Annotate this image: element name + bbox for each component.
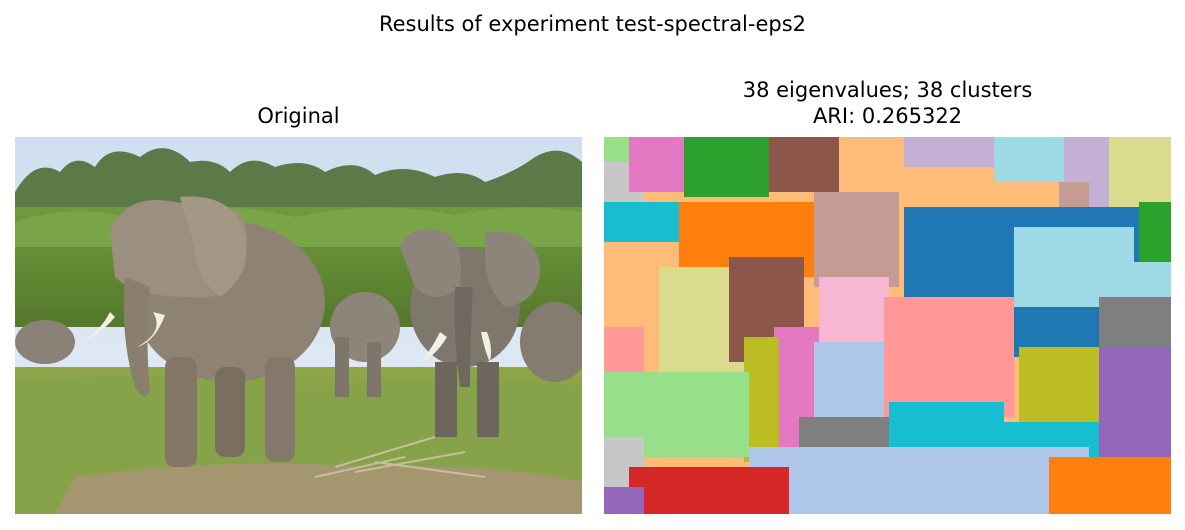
cluster-segmentation-map [604, 137, 1171, 514]
figure-suptitle: Results of experiment test-spectral-eps2 [378, 12, 807, 36]
original-image-panel [15, 137, 582, 514]
segmentation-title-line1: 38 eigenvalues; 38 clusters [742, 78, 1033, 102]
segmentation-title-line2: ARI: 0.265322 [812, 104, 963, 128]
original-panel-title: Original [257, 104, 340, 128]
elephant-photo-illustration [15, 137, 582, 514]
segmentation-panel-title: 38 eigenvalues; 38 clusters ARI: 0.26532… [604, 77, 1171, 129]
segmentation-image-panel [604, 137, 1171, 514]
